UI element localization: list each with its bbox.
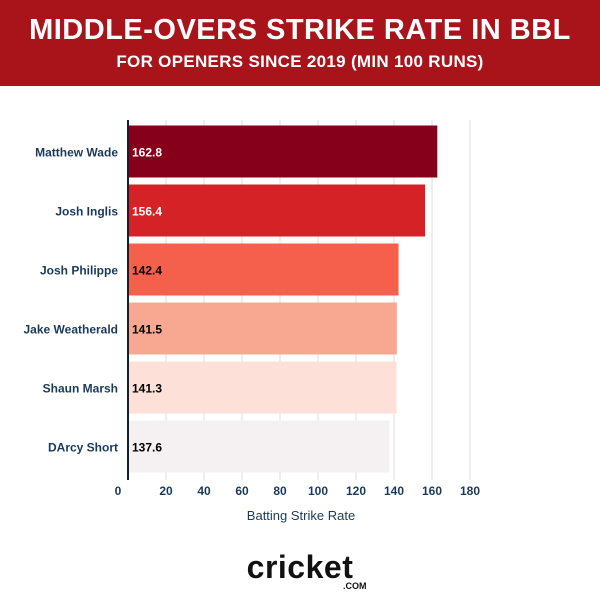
header-banner: MIDDLE-OVERS STRIKE RATE IN BBL FOR OPEN…: [0, 0, 600, 86]
bar: [128, 243, 399, 296]
x-tick-label: 120: [346, 484, 366, 498]
x-tick-label: 100: [308, 484, 328, 498]
x-tick-label: 180: [460, 484, 480, 498]
bar-chart: 162.8 Matthew Wade 156.4 Josh Inglis 142.4 Jo…: [24, 120, 480, 523]
bar: [128, 420, 390, 473]
data-label: 156.4: [132, 205, 162, 219]
bar: [128, 184, 426, 237]
data-label: 141.5: [132, 323, 162, 337]
chart-subtitle: FOR OPENERS SINCE 2019 (MIN 100 RUNS): [116, 52, 484, 71]
category-label: Josh Philippe: [40, 264, 118, 278]
bar: [128, 125, 438, 178]
data-label: 137.6: [132, 441, 162, 455]
svg-text:.COM: .COM: [343, 581, 367, 591]
x-tick-label: 80: [273, 484, 287, 498]
category-label: Josh Inglis: [55, 205, 118, 219]
data-label: 162.8: [132, 146, 162, 160]
category-label: Jake Weatherald: [24, 323, 119, 337]
category-label: Shaun Marsh: [43, 382, 118, 396]
x-tick-label: 140: [384, 484, 404, 498]
category-label: Matthew Wade: [35, 146, 118, 160]
svg-text:cricket: cricket: [247, 549, 354, 585]
chart-title: MIDDLE-OVERS STRIKE RATE IN BBL: [29, 14, 571, 46]
x-tick-label: 60: [235, 484, 249, 498]
x-tick-label: 20: [159, 484, 173, 498]
bar: [128, 302, 397, 355]
x-tick-label: 0: [115, 484, 122, 498]
data-label: 141.3: [132, 382, 162, 396]
x-tick-label: 160: [422, 484, 442, 498]
x-axis-title: Batting Strike Rate: [247, 508, 355, 523]
cricket-com-logo: cricket .COM: [247, 549, 367, 591]
bar: [128, 361, 397, 414]
x-tick-label: 40: [197, 484, 211, 498]
category-label: DArcy Short: [48, 441, 118, 455]
data-label: 142.4: [132, 264, 162, 278]
